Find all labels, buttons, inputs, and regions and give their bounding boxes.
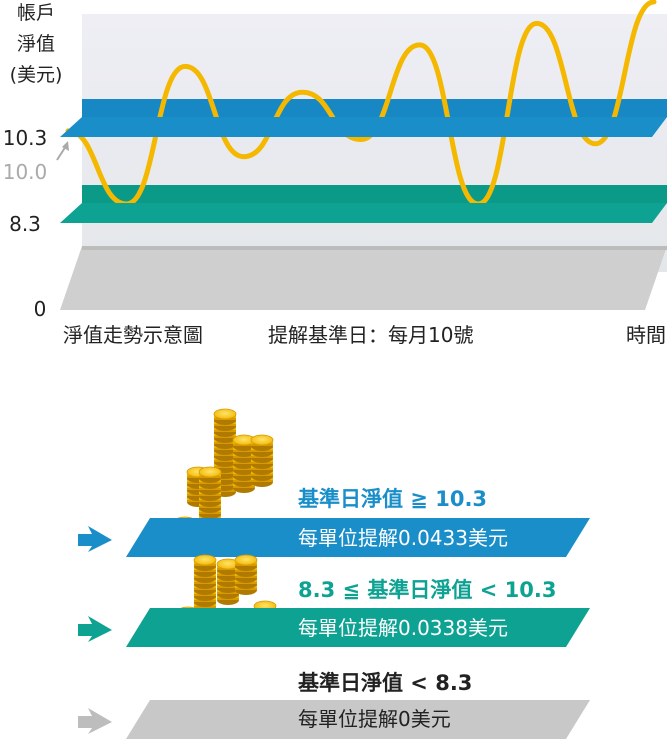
arrow-icon	[78, 526, 112, 552]
tier-top-plate	[126, 518, 590, 557]
x-axis-label: 時間	[626, 323, 666, 347]
coin-top	[213, 408, 237, 420]
coin-stack	[213, 408, 237, 497]
tier-middle-condition: 8.3 ≦ 基準日淨值 < 10.3	[298, 578, 556, 602]
coin-stack	[216, 558, 240, 605]
floor-band	[60, 246, 667, 310]
chart-caption-right: 提解基準日：每月10號	[268, 323, 473, 347]
chart-caption-left: 淨值走勢示意圖	[63, 323, 203, 347]
coin-stack	[198, 466, 222, 543]
arrow-icon	[78, 616, 112, 642]
coin-top	[234, 554, 258, 566]
coin-stack	[234, 554, 258, 595]
tier-top-condition: 基準日淨值 ≧ 10.3	[298, 487, 487, 511]
tier-bottom-condition: 基準日淨值 < 8.3	[298, 671, 472, 695]
tier-bottom-plate	[126, 700, 590, 739]
coin-top	[250, 434, 274, 446]
tier-bottom: 基準日淨值 < 8.3 每單位提解0美元	[78, 671, 590, 739]
band-10-3-front	[60, 117, 667, 137]
band-8-3-front	[60, 203, 667, 223]
tier-middle-plate	[126, 608, 590, 647]
tier-middle: 8.3 ≦ 基準日淨值 < 10.3 每單位提解0.0338美元	[78, 554, 590, 647]
band-10-3-back	[82, 99, 667, 117]
tier-middle-payout: 每單位提解0.0338美元	[298, 616, 508, 640]
coin-top	[193, 554, 217, 566]
arrow-icon	[78, 708, 112, 734]
back-wall	[82, 14, 667, 272]
coin-stack	[193, 554, 217, 613]
band-8-3-back	[82, 185, 667, 203]
tier-bottom-payout: 每單位提解0美元	[298, 707, 451, 731]
y-axis-label-line-1: 帳戶	[17, 2, 55, 24]
y-axis-label-line-3: (美元)	[10, 64, 63, 86]
y-axis-label-line-2: 淨值	[17, 33, 55, 55]
tier-top: 基準日淨值 ≧ 10.3 每單位提解0.0433美元	[78, 408, 590, 557]
y-tick-10-0: 10.0	[3, 160, 48, 184]
tier-top-payout: 每單位提解0.0433美元	[298, 526, 508, 550]
y-tick-10-3: 10.3	[3, 126, 48, 150]
floor-band-shadow	[82, 246, 667, 250]
y-tick-0: 0	[34, 297, 47, 321]
y-tick-8-3: 8.3	[9, 212, 41, 236]
coin-stack	[250, 434, 274, 487]
start-pointer-arrow	[56, 141, 69, 161]
coin-top	[198, 466, 222, 478]
